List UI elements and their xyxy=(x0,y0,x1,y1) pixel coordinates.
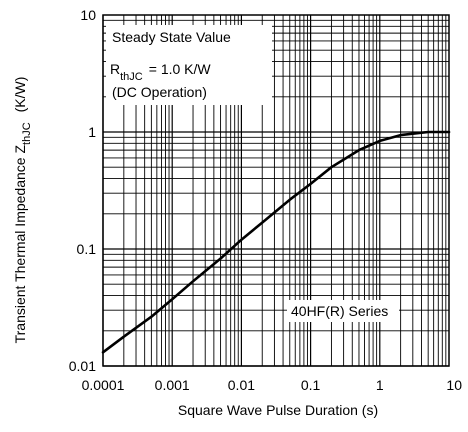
annotation-background xyxy=(106,25,272,105)
y-axis-label: Transient Thermal Impedance ZthJC(K/W) xyxy=(12,77,33,344)
x-tick-label: 0.0001 xyxy=(82,377,125,393)
y-tick-label: 0.1 xyxy=(77,241,97,257)
series-label: 40HF(R) Series xyxy=(291,303,388,319)
y-tick-label: 0.01 xyxy=(69,358,96,374)
steady-state-annotation: Steady State Value RthJC = 1.0 K/W (DC Op… xyxy=(106,25,272,105)
x-axis-label: Square Wave Pulse Duration (s) xyxy=(178,402,378,418)
annotation-line-rthjc: RthJC = 1.0 K/W xyxy=(110,61,211,83)
x-tick-label: 1 xyxy=(376,377,384,393)
y-tick-labels: 10 1 0.1 0.01 xyxy=(69,7,96,374)
plot-frame xyxy=(102,14,450,367)
series-line xyxy=(101,130,451,354)
annotation-line-dc-operation: (DC Operation) xyxy=(112,84,207,100)
x-tick-label: 0.1 xyxy=(301,377,321,393)
series-label-background xyxy=(287,300,399,322)
x-tick-label: 0.001 xyxy=(155,377,190,393)
y-tick-label: 10 xyxy=(80,7,96,23)
x-tick-label: 0.01 xyxy=(228,377,255,393)
series-label-box: 40HF(R) Series xyxy=(287,300,399,322)
y-tick-label: 1 xyxy=(88,124,96,140)
annotation-line-steady-state: Steady State Value xyxy=(112,29,231,45)
x-tick-label: 10 xyxy=(446,377,462,393)
x-tick-labels: 0.0001 0.001 0.01 0.1 1 10 xyxy=(82,377,463,393)
